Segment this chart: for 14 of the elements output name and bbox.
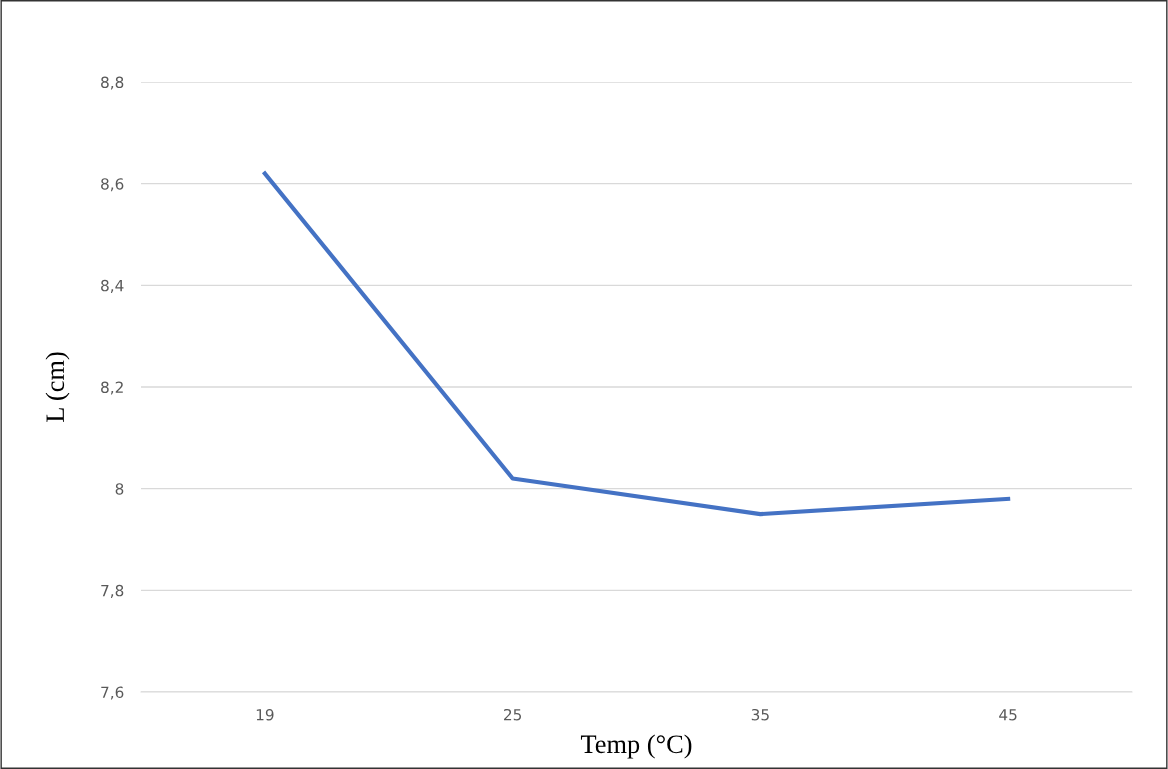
y-tick-label: 8,6: [101, 178, 124, 192]
x-tick-label: 45: [999, 709, 1017, 721]
y-tick-label: 7,8: [101, 584, 124, 598]
x-tick-label: 35: [751, 708, 769, 721]
y-tick-label: 7,6: [101, 686, 124, 700]
x-tick-label: 25: [504, 708, 522, 721]
x-tick-label: 19: [256, 708, 274, 721]
y-tick-label: 8,8: [101, 76, 124, 90]
line-series: [262, 171, 1011, 517]
y-tick-label: 8: [115, 483, 124, 495]
y-tick-label: 8,4: [101, 279, 124, 293]
y-tick-label: 8,2: [101, 381, 123, 395]
y-axis-title: L (cm): [45, 352, 70, 423]
x-axis-title: Temp (°C): [580, 734, 692, 759]
